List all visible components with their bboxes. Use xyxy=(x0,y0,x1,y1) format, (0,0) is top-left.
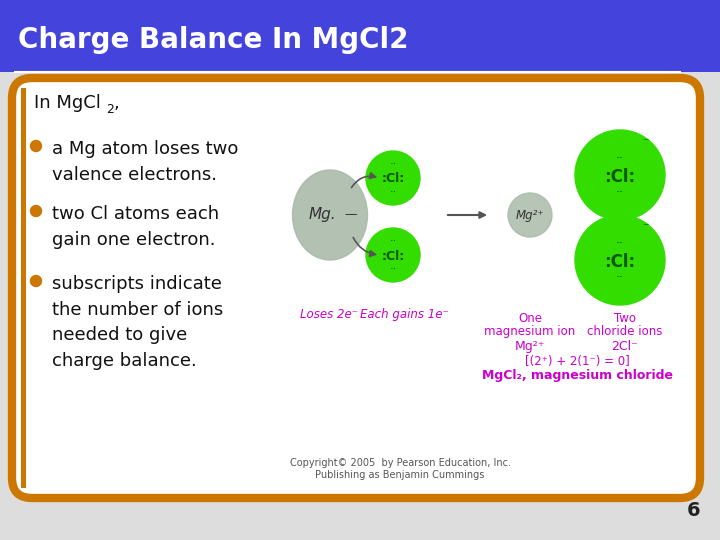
Text: ··: ·· xyxy=(616,238,624,251)
FancyBboxPatch shape xyxy=(21,88,26,488)
Text: ··: ·· xyxy=(390,236,397,246)
Text: ⁻: ⁻ xyxy=(642,221,648,234)
Text: MgCl₂, magnesium chloride: MgCl₂, magnesium chloride xyxy=(482,369,673,382)
Circle shape xyxy=(30,140,42,152)
FancyArrowPatch shape xyxy=(354,238,375,256)
Text: Mg.: Mg. xyxy=(308,207,336,222)
Text: :Cl:: :Cl: xyxy=(604,253,636,271)
Text: a Mg atom loses two
valence electrons.: a Mg atom loses two valence electrons. xyxy=(52,140,238,184)
Circle shape xyxy=(366,228,420,282)
Text: Two: Two xyxy=(614,312,636,325)
Text: Copyright© 2005  by Pearson Education, Inc.
Publishing as Benjamin Cummings: Copyright© 2005 by Pearson Education, In… xyxy=(289,458,510,480)
Text: ⁻: ⁻ xyxy=(642,137,648,150)
Text: In MgCl: In MgCl xyxy=(34,94,101,112)
Text: Charge Balance In MgCl2: Charge Balance In MgCl2 xyxy=(18,26,408,54)
Text: ··: ·· xyxy=(616,152,624,165)
Circle shape xyxy=(508,193,552,237)
Text: ··: ·· xyxy=(390,159,397,169)
FancyBboxPatch shape xyxy=(0,0,720,72)
Text: magnesium ion: magnesium ion xyxy=(485,325,575,338)
Text: [(2⁺) + 2(1⁻) = 0]: [(2⁺) + 2(1⁻) = 0] xyxy=(525,355,630,368)
Circle shape xyxy=(30,206,42,217)
Text: 6: 6 xyxy=(686,501,700,520)
Circle shape xyxy=(575,130,665,220)
Text: Mg²⁺: Mg²⁺ xyxy=(515,340,545,353)
Text: two Cl atoms each
gain one electron.: two Cl atoms each gain one electron. xyxy=(52,205,219,249)
FancyArrowPatch shape xyxy=(351,173,376,187)
Circle shape xyxy=(366,151,420,205)
Text: :Cl:: :Cl: xyxy=(604,168,636,186)
Ellipse shape xyxy=(292,170,367,260)
Circle shape xyxy=(30,275,42,287)
Text: ··: ·· xyxy=(390,187,397,197)
FancyBboxPatch shape xyxy=(12,78,700,498)
Text: ··: ·· xyxy=(616,272,624,285)
Text: Mg²⁺: Mg²⁺ xyxy=(516,208,544,221)
Text: Loses 2e⁻: Loses 2e⁻ xyxy=(300,308,358,321)
Circle shape xyxy=(575,215,665,305)
Text: ··: ·· xyxy=(616,186,624,199)
Text: 2Cl⁻: 2Cl⁻ xyxy=(611,340,639,353)
Text: ,: , xyxy=(114,94,120,112)
Text: —: — xyxy=(344,208,356,221)
Text: subscripts indicate
the number of ions
needed to give
charge balance.: subscripts indicate the number of ions n… xyxy=(52,275,223,370)
Text: :Cl:: :Cl: xyxy=(382,172,405,186)
Text: ··: ·· xyxy=(390,264,397,274)
Text: One: One xyxy=(518,312,542,325)
Text: 2: 2 xyxy=(106,103,114,116)
Text: Each gains 1e⁻: Each gains 1e⁻ xyxy=(360,308,449,321)
Text: chloride ions: chloride ions xyxy=(588,325,662,338)
Text: :Cl:: :Cl: xyxy=(382,249,405,262)
